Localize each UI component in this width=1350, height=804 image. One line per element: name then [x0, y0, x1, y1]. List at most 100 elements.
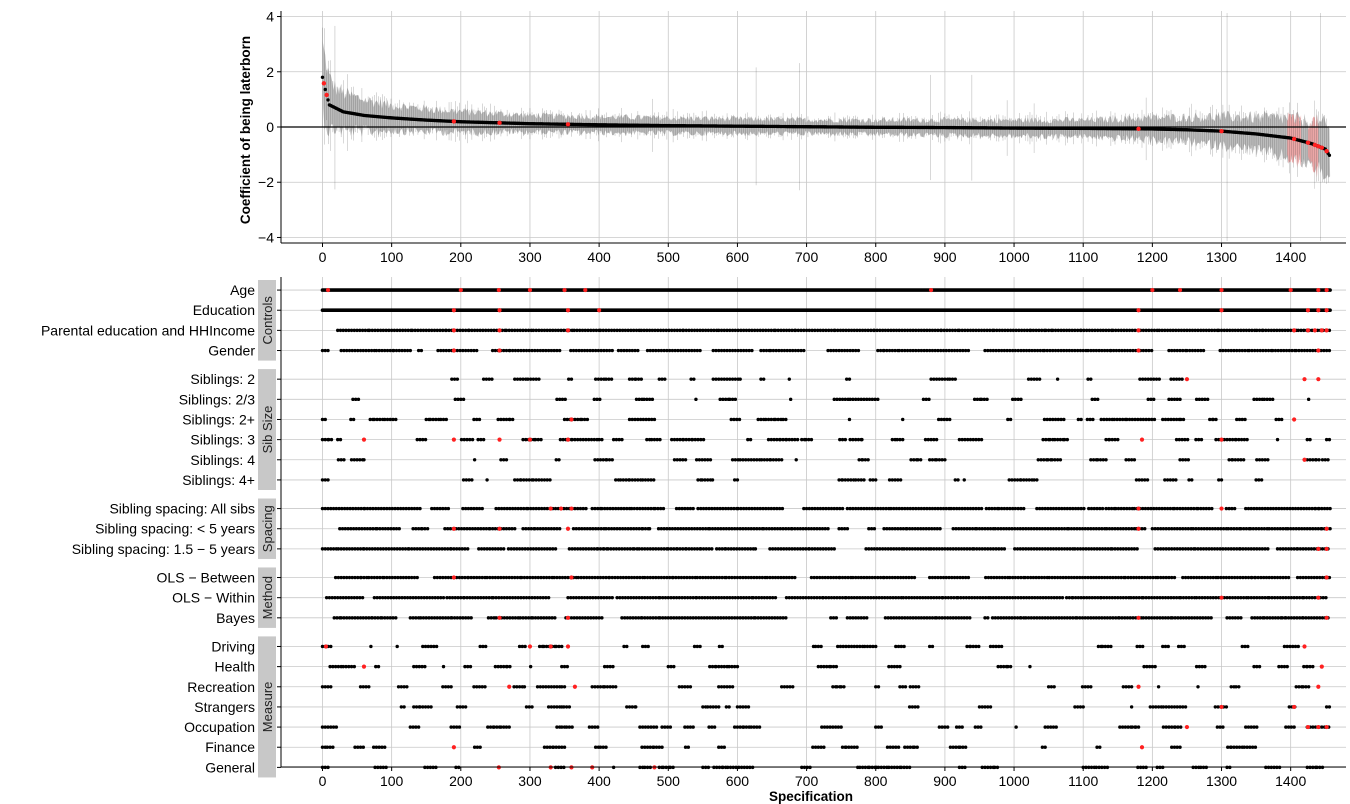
indicator-point: [1232, 506, 1237, 511]
indicator-point: [1037, 328, 1041, 333]
indicator-point: [1278, 595, 1283, 600]
indicator-point: [892, 547, 896, 551]
indicator-point: [674, 575, 678, 580]
indicator-point: [1270, 575, 1274, 580]
indicator-point: [637, 547, 641, 551]
indicator-point: [635, 575, 639, 580]
indicator-point: [893, 575, 897, 580]
indicator-point: [1035, 348, 1040, 353]
indicator-point: [417, 664, 422, 669]
indicator-point: [714, 575, 719, 580]
indicator-point: [593, 595, 598, 600]
indicator-point: [630, 417, 635, 422]
indicator-point: [560, 397, 565, 402]
indicator-point: [1095, 547, 1099, 551]
indicator-point: [711, 595, 715, 600]
indicator-point: [487, 595, 491, 600]
indicator-point: [1230, 595, 1235, 600]
indicator-point: [446, 616, 451, 620]
indicator-point: [989, 575, 993, 580]
indicator-point: [981, 595, 985, 600]
indicator-point: [932, 547, 936, 551]
indicator-point: [857, 458, 861, 462]
indicator-point: [431, 417, 435, 422]
indicator-point: [1252, 397, 1256, 402]
indicator-point: [775, 437, 779, 442]
indicator-point: [692, 348, 697, 353]
indicator-point: [847, 417, 852, 422]
indicator-point: [531, 547, 536, 551]
indicator-point: [1313, 527, 1318, 531]
indicator-point: [1172, 348, 1177, 353]
indicator-point: [1131, 348, 1135, 353]
indicator-point: [1273, 527, 1277, 531]
indicator-point: [1114, 575, 1118, 580]
indicator-point: [1141, 348, 1146, 353]
indicator-point: [549, 348, 554, 353]
indicator-point: [787, 437, 791, 442]
indicator-point: [1255, 616, 1260, 620]
indicator-point: [413, 328, 417, 333]
indicator-point: [1152, 506, 1156, 511]
indicator-point: [1241, 547, 1245, 551]
indicator-point: [421, 547, 425, 551]
indicator-point: [605, 506, 610, 511]
indicator-point: [1239, 616, 1243, 620]
indicator-point: [773, 328, 778, 333]
indicator-point: [1292, 616, 1296, 620]
indicator-point: [516, 348, 520, 353]
indicator-point: [648, 547, 652, 551]
indicator-point: [353, 547, 357, 551]
indicator-point: [1134, 478, 1139, 482]
indicator-point: [684, 527, 688, 531]
indicator-point: [1217, 328, 1221, 333]
indicator-point: [631, 328, 636, 333]
indicator-point: [900, 506, 904, 511]
indicator-point: [1285, 644, 1289, 649]
indicator-point: [410, 547, 414, 551]
indicator-point: [1219, 478, 1224, 482]
indicator-point: [858, 595, 862, 600]
x-tick-label: 500: [657, 249, 681, 265]
indicator-point: [632, 506, 637, 511]
indicator-point: [1075, 547, 1080, 551]
indicator-point: [667, 348, 672, 353]
indicator-point: [1181, 458, 1185, 462]
indicator-point: [1273, 616, 1278, 620]
indicator-point: [553, 616, 557, 620]
indicator-point: [1225, 616, 1229, 620]
indicator-point: [539, 575, 543, 580]
indicator-point: [888, 595, 892, 600]
indicator-point: [848, 616, 852, 620]
indicator-point: [919, 328, 924, 333]
indicator-point: [650, 397, 655, 402]
indicator-point: [787, 377, 791, 381]
indicator-point: [910, 595, 914, 600]
indicator-point: [1037, 527, 1042, 531]
indicator-point: [886, 547, 890, 551]
indicator-point: [1124, 547, 1128, 551]
indicator-point: [643, 547, 647, 551]
indicator-point: [890, 348, 895, 353]
indicator-point: [1214, 417, 1218, 422]
indicator-point: [1021, 527, 1025, 531]
indicator-point: [560, 575, 565, 580]
indicator-point: [519, 506, 523, 511]
indicator-point: [551, 547, 555, 551]
indicator-point: [714, 377, 718, 381]
indicator-point: [572, 616, 576, 620]
indicator-point: [519, 348, 523, 353]
indicator-point: [1275, 595, 1280, 600]
indicator-point: [1100, 348, 1104, 353]
indicator-point: [508, 616, 512, 620]
indicator-point: [626, 527, 630, 531]
indicator-point: [646, 506, 650, 511]
indicator-point: [432, 575, 437, 580]
indicator-point: [1278, 527, 1283, 531]
indicator-point: [430, 595, 435, 600]
indicator-point: [1246, 506, 1251, 511]
indicator-point: [658, 328, 663, 333]
indicator-point: [643, 595, 647, 600]
indicator-point: [968, 547, 972, 551]
indicator-point: [378, 527, 382, 531]
